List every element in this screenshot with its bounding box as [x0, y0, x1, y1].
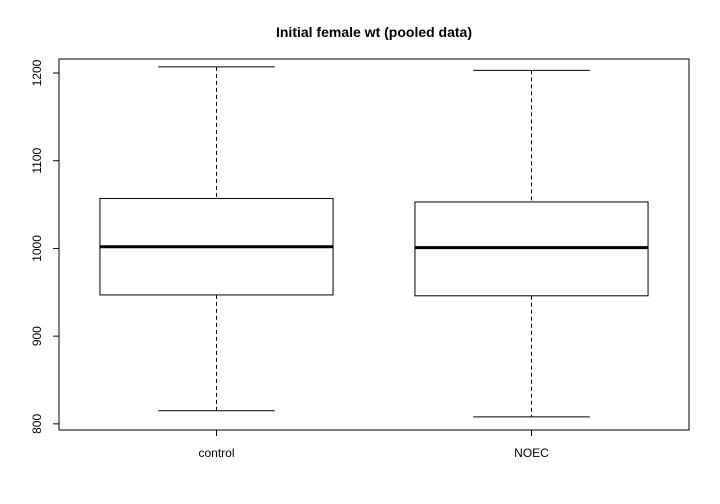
boxes [99, 66, 649, 418]
box-control [99, 66, 334, 412]
x-tick-label: NOEC [514, 446, 549, 460]
y-tick-label: 900 [30, 326, 44, 346]
x-tick-label: control [198, 446, 234, 460]
chart-title: Initial female wt (pooled data) [276, 24, 472, 40]
y-tick-label: 1000 [30, 235, 44, 262]
x-axis: control NOEC [198, 430, 549, 460]
y-tick-label: 1100 [30, 148, 44, 174]
y-axis: 800 900 1000 1100 1200 [30, 59, 60, 434]
box-noec [414, 69, 649, 418]
y-tick-label: 800 [30, 414, 44, 434]
y-tick-label: 1200 [30, 59, 44, 86]
